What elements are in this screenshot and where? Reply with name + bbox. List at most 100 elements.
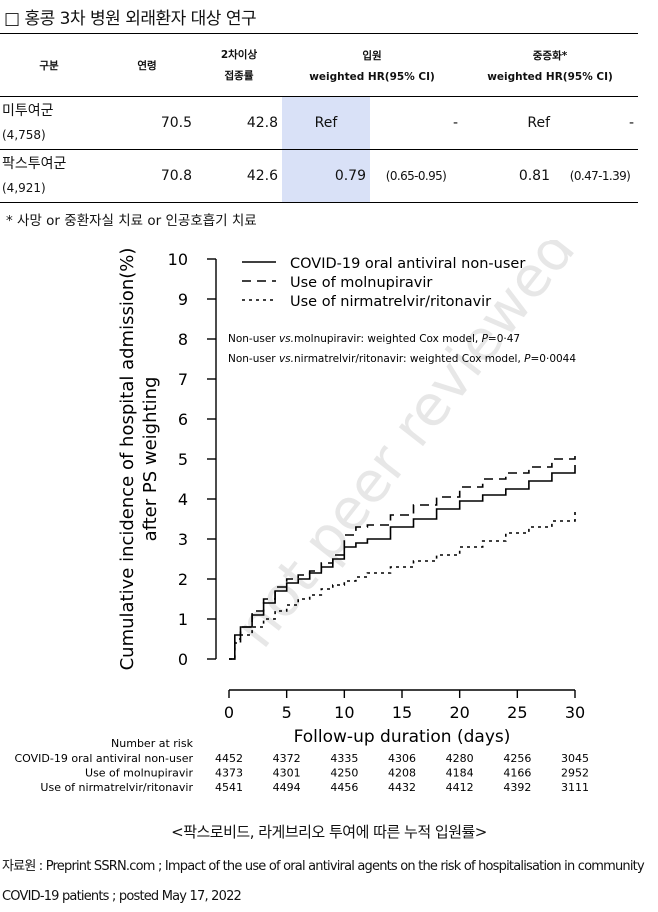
risk-value: 4166	[503, 767, 531, 780]
annotation-1-val: =0·47	[488, 333, 520, 345]
risk-row-label: Use of nirmatrelvir/ritonavir	[40, 781, 193, 794]
admission-hr-cell: 0.79	[282, 149, 370, 203]
risk-value: 4412	[446, 781, 474, 794]
risk-value: 4456	[330, 781, 358, 794]
vaccination-cell: 42.6	[196, 149, 282, 203]
y-axis-label-line2: after PS weighting	[140, 377, 161, 542]
chart-legend: COVID-19 oral antiviral non-user Use of m…	[242, 256, 525, 310]
risk-value: 2952	[561, 767, 589, 780]
annotation-2-pre: Non-user	[228, 353, 279, 365]
group-count: (4,921)	[2, 181, 46, 195]
header-vaccination-line1: 2차이상	[220, 49, 258, 61]
risk-value: 4373	[215, 767, 243, 780]
page-title: □ 홍콩 3차 병원 외래환자 대상 연구	[4, 9, 257, 29]
group-count: (4,758)	[2, 128, 46, 142]
legend-label-1: COVID-19 oral antiviral non-user	[290, 256, 525, 272]
annotation-2-vs: vs.	[279, 353, 294, 365]
y-tick-label: 10	[168, 250, 188, 269]
legend-label-2: Use of molnupiravir	[290, 275, 432, 291]
admission-hr-cell: Ref	[282, 96, 370, 150]
severe-hr-cell: Ref	[462, 96, 562, 150]
risk-value: 4335	[330, 752, 358, 765]
annotation-molnupiravir: Non-user vs.molnupiravir: weighted Cox m…	[228, 333, 520, 345]
header-severe-line1: 중증화*	[532, 49, 568, 62]
severe-ci-cell: -	[562, 96, 638, 150]
annotation-2-val: =0·0044	[531, 353, 577, 365]
x-tick-label: 30	[565, 703, 585, 722]
y-axis-label: Cumulative incidence of hospital admissi…	[117, 248, 138, 671]
x-tick-label: 0	[224, 703, 234, 722]
age-cell: 70.5	[98, 96, 196, 150]
series-line-3	[229, 511, 576, 660]
figure-caption: <팍스로비드, 라게브리오 투여에 따른 누적 입원률>	[171, 823, 487, 841]
annotation-1-vs: vs.	[279, 333, 294, 345]
risk-value: 3045	[561, 752, 589, 765]
x-axis-label: Follow-up duration (days)	[294, 727, 511, 747]
header-severe: 중증화* weighted HR(95% CI)	[462, 33, 638, 97]
vaccination-cell: 42.8	[196, 96, 282, 150]
annotation-1-pre: Non-user	[228, 333, 279, 345]
header-admission-line2: weighted HR(95% CI)	[309, 70, 435, 83]
risk-table-header: Number at risk	[111, 737, 194, 750]
source-citation: 자료원 : Preprint SSRN.com ; Impact of the …	[2, 859, 645, 904]
group-name: 팍스투여군	[2, 156, 67, 172]
header-vaccination-line2: 접종률	[224, 70, 254, 82]
y-tick-label: 0	[178, 650, 188, 669]
header-severe-line2: weighted HR(95% CI)	[487, 70, 613, 83]
group-cell: 팍스투여군 (4,921)	[0, 149, 98, 203]
y-tick-label: 1	[178, 610, 188, 629]
risk-row-label: Use of molnupiravir	[85, 767, 193, 780]
risk-row-label: COVID-19 oral antiviral non-user	[15, 752, 194, 765]
y-tick-label: 3	[178, 530, 188, 549]
x-tick-label: 15	[392, 703, 412, 722]
y-tick-label: 5	[178, 450, 188, 469]
header-group: 구분	[0, 33, 98, 97]
y-tick-label: 7	[178, 370, 188, 389]
y-tick-label: 9	[178, 290, 188, 309]
y-tick-label: 8	[178, 330, 188, 349]
table-row: 팍스투여군 (4,921) 70.8 42.6 0.79 (0.65-0.95) …	[0, 149, 638, 203]
risk-value: 3111	[561, 781, 589, 794]
header-age: 연령	[98, 33, 196, 97]
risk-value: 4250	[330, 767, 358, 780]
legend-label-3: Use of nirmatrelvir/ritonavir	[290, 294, 491, 310]
risk-value: 4208	[388, 767, 416, 780]
admission-ci-cell: -	[370, 96, 462, 150]
risk-value: 4372	[273, 752, 301, 765]
admission-ci-cell: (0.65-0.95)	[370, 149, 462, 203]
risk-value: 4541	[215, 781, 243, 794]
risk-value: 4280	[446, 752, 474, 765]
annotation-1-p: P	[482, 333, 489, 345]
risk-table: COVID-19 oral antiviral non-user 4452 4372…	[15, 752, 590, 794]
y-tick-label: 4	[178, 490, 188, 509]
risk-value: 4452	[215, 752, 243, 765]
risk-value: 4301	[273, 767, 301, 780]
risk-value: 4306	[388, 752, 416, 765]
x-tick-label: 10	[334, 703, 354, 722]
age-cell: 70.8	[98, 149, 196, 203]
chart-series	[229, 455, 576, 660]
table-row: 미투여군 (4,758) 70.5 42.8 Ref - Ref -	[0, 96, 638, 150]
risk-value: 4256	[503, 752, 531, 765]
chart-axes: 0 1 2 3 4 5 6 7 8 9 10 0 5 10 15 20 25 30	[168, 250, 586, 722]
table-footnote: * 사망 or 중환자실 치료 or 인공호흡기 치료	[6, 213, 257, 229]
annotation-1-post: molnupiravir: weighted Cox model,	[294, 333, 482, 345]
x-tick-label: 5	[282, 703, 292, 722]
severe-ci-cell: (0.47-1.39)	[562, 149, 638, 203]
header-admission: 입원 weighted HR(95% CI)	[282, 33, 462, 97]
risk-value: 4392	[503, 781, 531, 794]
risk-value: 4184	[446, 767, 474, 780]
risk-value: 4494	[273, 781, 301, 794]
group-cell: 미투여군 (4,758)	[0, 96, 98, 150]
y-tick-label: 2	[178, 570, 188, 589]
group-name: 미투여군	[2, 103, 54, 119]
x-tick-label: 25	[507, 703, 527, 722]
x-tick-label: 20	[449, 703, 469, 722]
annotation-2-post: nirmatrelvir/ritonavir: weighted Cox mod…	[294, 353, 524, 365]
severe-hr-cell: 0.81	[462, 149, 562, 203]
annotation-2-p: P	[524, 353, 531, 365]
